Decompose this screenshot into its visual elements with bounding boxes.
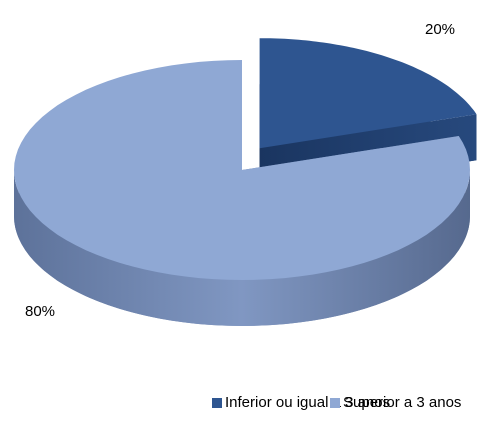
legend-swatch [212, 398, 222, 408]
slice-side [14, 170, 470, 326]
data-label: 20% [425, 21, 455, 38]
legend-label: Inferior ou igual a 3 anos [225, 394, 390, 411]
slice [14, 60, 470, 280]
slice [259, 38, 477, 149]
data-label: 80% [25, 303, 55, 320]
legend-swatch [330, 398, 340, 408]
legend-label: Superior a 3 anos [343, 394, 461, 411]
